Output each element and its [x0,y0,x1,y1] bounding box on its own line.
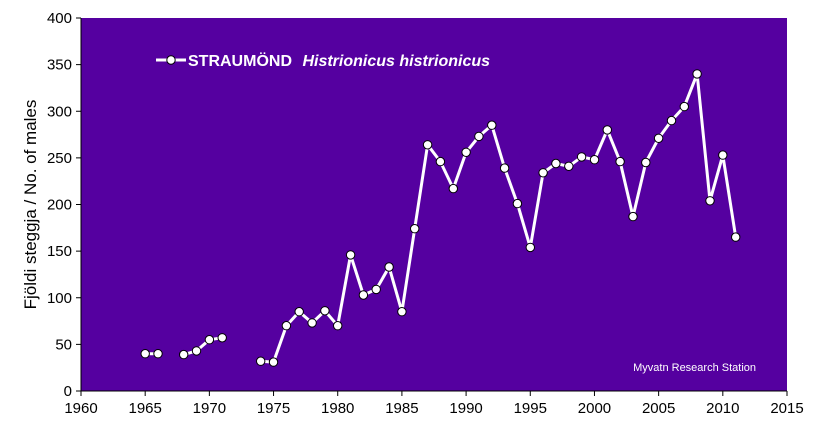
data-point [422,140,433,150]
data-point [281,321,292,331]
y-tick-label: 150 [47,243,72,260]
data-point [474,131,484,142]
data-point [538,168,548,178]
x-tick-label: 1975 [257,400,290,417]
data-point [384,262,394,272]
data-point [692,69,702,79]
x-tick-label: 2010 [706,400,739,417]
x-tick-label: 1965 [128,400,161,417]
y-tick-label: 300 [47,103,72,120]
data-point [499,163,510,173]
y-tick-label: 0 [64,383,72,400]
data-point [718,150,728,160]
data-point [217,333,227,343]
data-point [410,224,420,234]
data-point [307,318,317,328]
legend-label: STRAUMÖND Histrionicus histrionicus [188,51,490,70]
y-tick-label: 100 [47,290,72,307]
data-point [448,183,458,194]
data-point [345,250,356,260]
data-point [589,155,600,165]
data-point [435,156,446,167]
credit-annotation: Myvatn Research Station [633,362,756,374]
y-tick-label: 400 [47,10,72,27]
x-tick-label: 2015 [770,400,803,417]
data-point [525,242,535,253]
data-point [615,156,625,167]
plot-area [81,18,787,391]
data-point [256,356,266,366]
x-tick-label: 1985 [385,400,418,417]
legend: STRAUMÖND Histrionicus histrionicus [156,51,490,70]
data-point [564,161,574,172]
series-line [182,336,224,357]
legend-label-common-name: STRAUMÖND [188,51,292,70]
data-point [461,147,471,158]
x-tick-label: 2005 [642,400,675,417]
x-tick-label: 1995 [514,400,547,417]
data-point [358,290,369,300]
x-tick-label: 1990 [449,400,482,417]
data-point [179,349,189,360]
y-tick-label: 350 [47,57,72,74]
y-tick-label: 250 [47,150,72,167]
data-point [551,158,561,169]
data-point [333,321,343,331]
data-point [628,211,638,222]
legend-marker [166,55,176,65]
axes-layer: 0 50 100 150 200 250 300 350 400 1960 1965 1970 1975… [47,10,804,417]
data-point [320,306,330,316]
data-point [679,101,689,112]
y-tick-label: 50 [55,336,72,353]
data-point [653,133,664,144]
data-point [512,198,523,209]
data-point [268,357,279,367]
data-point [666,115,677,126]
data-point [576,152,587,162]
legend-label-species: Histrionicus histrionicus [302,53,490,70]
data-point [294,307,304,317]
data-point [487,120,497,130]
x-tick-label: 1970 [193,400,226,417]
data-point [371,284,381,295]
data-point [602,125,612,135]
x-tick-label: 2000 [578,400,611,417]
data-point [153,349,163,359]
x-tick-label: 1960 [64,400,97,417]
data-point [397,307,407,317]
data-point [705,196,715,206]
data-point [641,157,651,168]
data-point [731,232,741,242]
x-tick-label: 1980 [321,400,354,417]
data-point [204,335,215,345]
data-point [191,346,202,356]
y-axis-title: Fjöldi steggja / No. of males [21,100,40,310]
data-point [140,349,150,359]
series-layer [140,69,741,367]
y-tick-label: 200 [47,197,72,214]
